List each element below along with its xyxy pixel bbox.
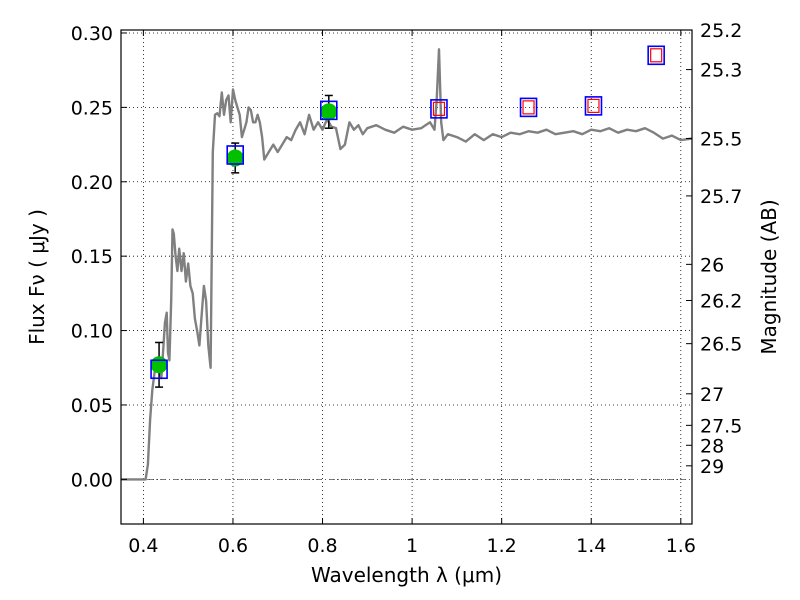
marker-layer (150, 45, 665, 388)
x-tick-label: 1.4 (576, 535, 606, 557)
x-tick-label: 0.4 (128, 535, 158, 557)
plot-frame (120, 29, 693, 525)
model-band-square (319, 100, 338, 121)
model-band-square (584, 96, 603, 116)
observed-point (320, 103, 338, 121)
right-tick-label: 27.5 (700, 415, 742, 437)
right-tick-label: 25.3 (700, 60, 742, 82)
y-tick-label: 0.30 (71, 23, 113, 45)
right-tick-label: 25.2 (700, 20, 742, 42)
y-axis-label: Flux Fν ( μJy ) (25, 209, 49, 345)
right-tick-label: 26 (700, 254, 724, 276)
y-tick-label: 0.00 (71, 469, 113, 491)
x-tick-label: 1.2 (487, 535, 517, 557)
right-tick-label: 28 (700, 435, 724, 457)
model-band-inner-square (432, 101, 446, 116)
model-band-square (430, 99, 448, 119)
model-band-square (150, 359, 168, 380)
x-tick-label: 0.8 (307, 535, 337, 557)
right-tick-label: 27 (700, 384, 724, 406)
axes: 0.4 0.6 0.8 1 1.2 1.4 1.6 0.00 0.05 0.10 0.15 0.20 0… (71, 20, 743, 557)
right-tick-label: 25.5 (700, 128, 742, 150)
model-band-inner-square (587, 98, 600, 113)
x-tick-label: 1 (406, 535, 418, 557)
x-axis-label: Wavelength λ (μm) (311, 563, 502, 587)
model-band-square (647, 45, 665, 66)
grid (121, 30, 692, 524)
right-tick-label: 26.5 (700, 334, 742, 356)
model-band-inner-square (650, 48, 663, 63)
model-band-square (519, 97, 538, 118)
y-tick-label: 0.10 (71, 321, 113, 343)
sed-line (121, 48, 693, 481)
model-band-square (226, 145, 244, 165)
sed-line-layer (121, 48, 693, 481)
right-tick-label: 26.2 (700, 291, 742, 313)
x-tick-label: 1.6 (666, 535, 696, 557)
x-tick-label: 0.6 (218, 535, 248, 557)
y-tick-label: 0.15 (71, 246, 113, 268)
right-tick-label: 25.7 (700, 186, 742, 208)
y-tick-label: 0.25 (71, 97, 113, 119)
model-band-inner-square (522, 100, 535, 115)
y-tick-label: 0.05 (71, 395, 113, 417)
right-tick-label: 29 (700, 456, 724, 478)
y-tick-label: 0.20 (71, 172, 113, 194)
y-axis-right-label: Magnitude (AB) (757, 199, 781, 354)
observed-point (150, 356, 168, 374)
